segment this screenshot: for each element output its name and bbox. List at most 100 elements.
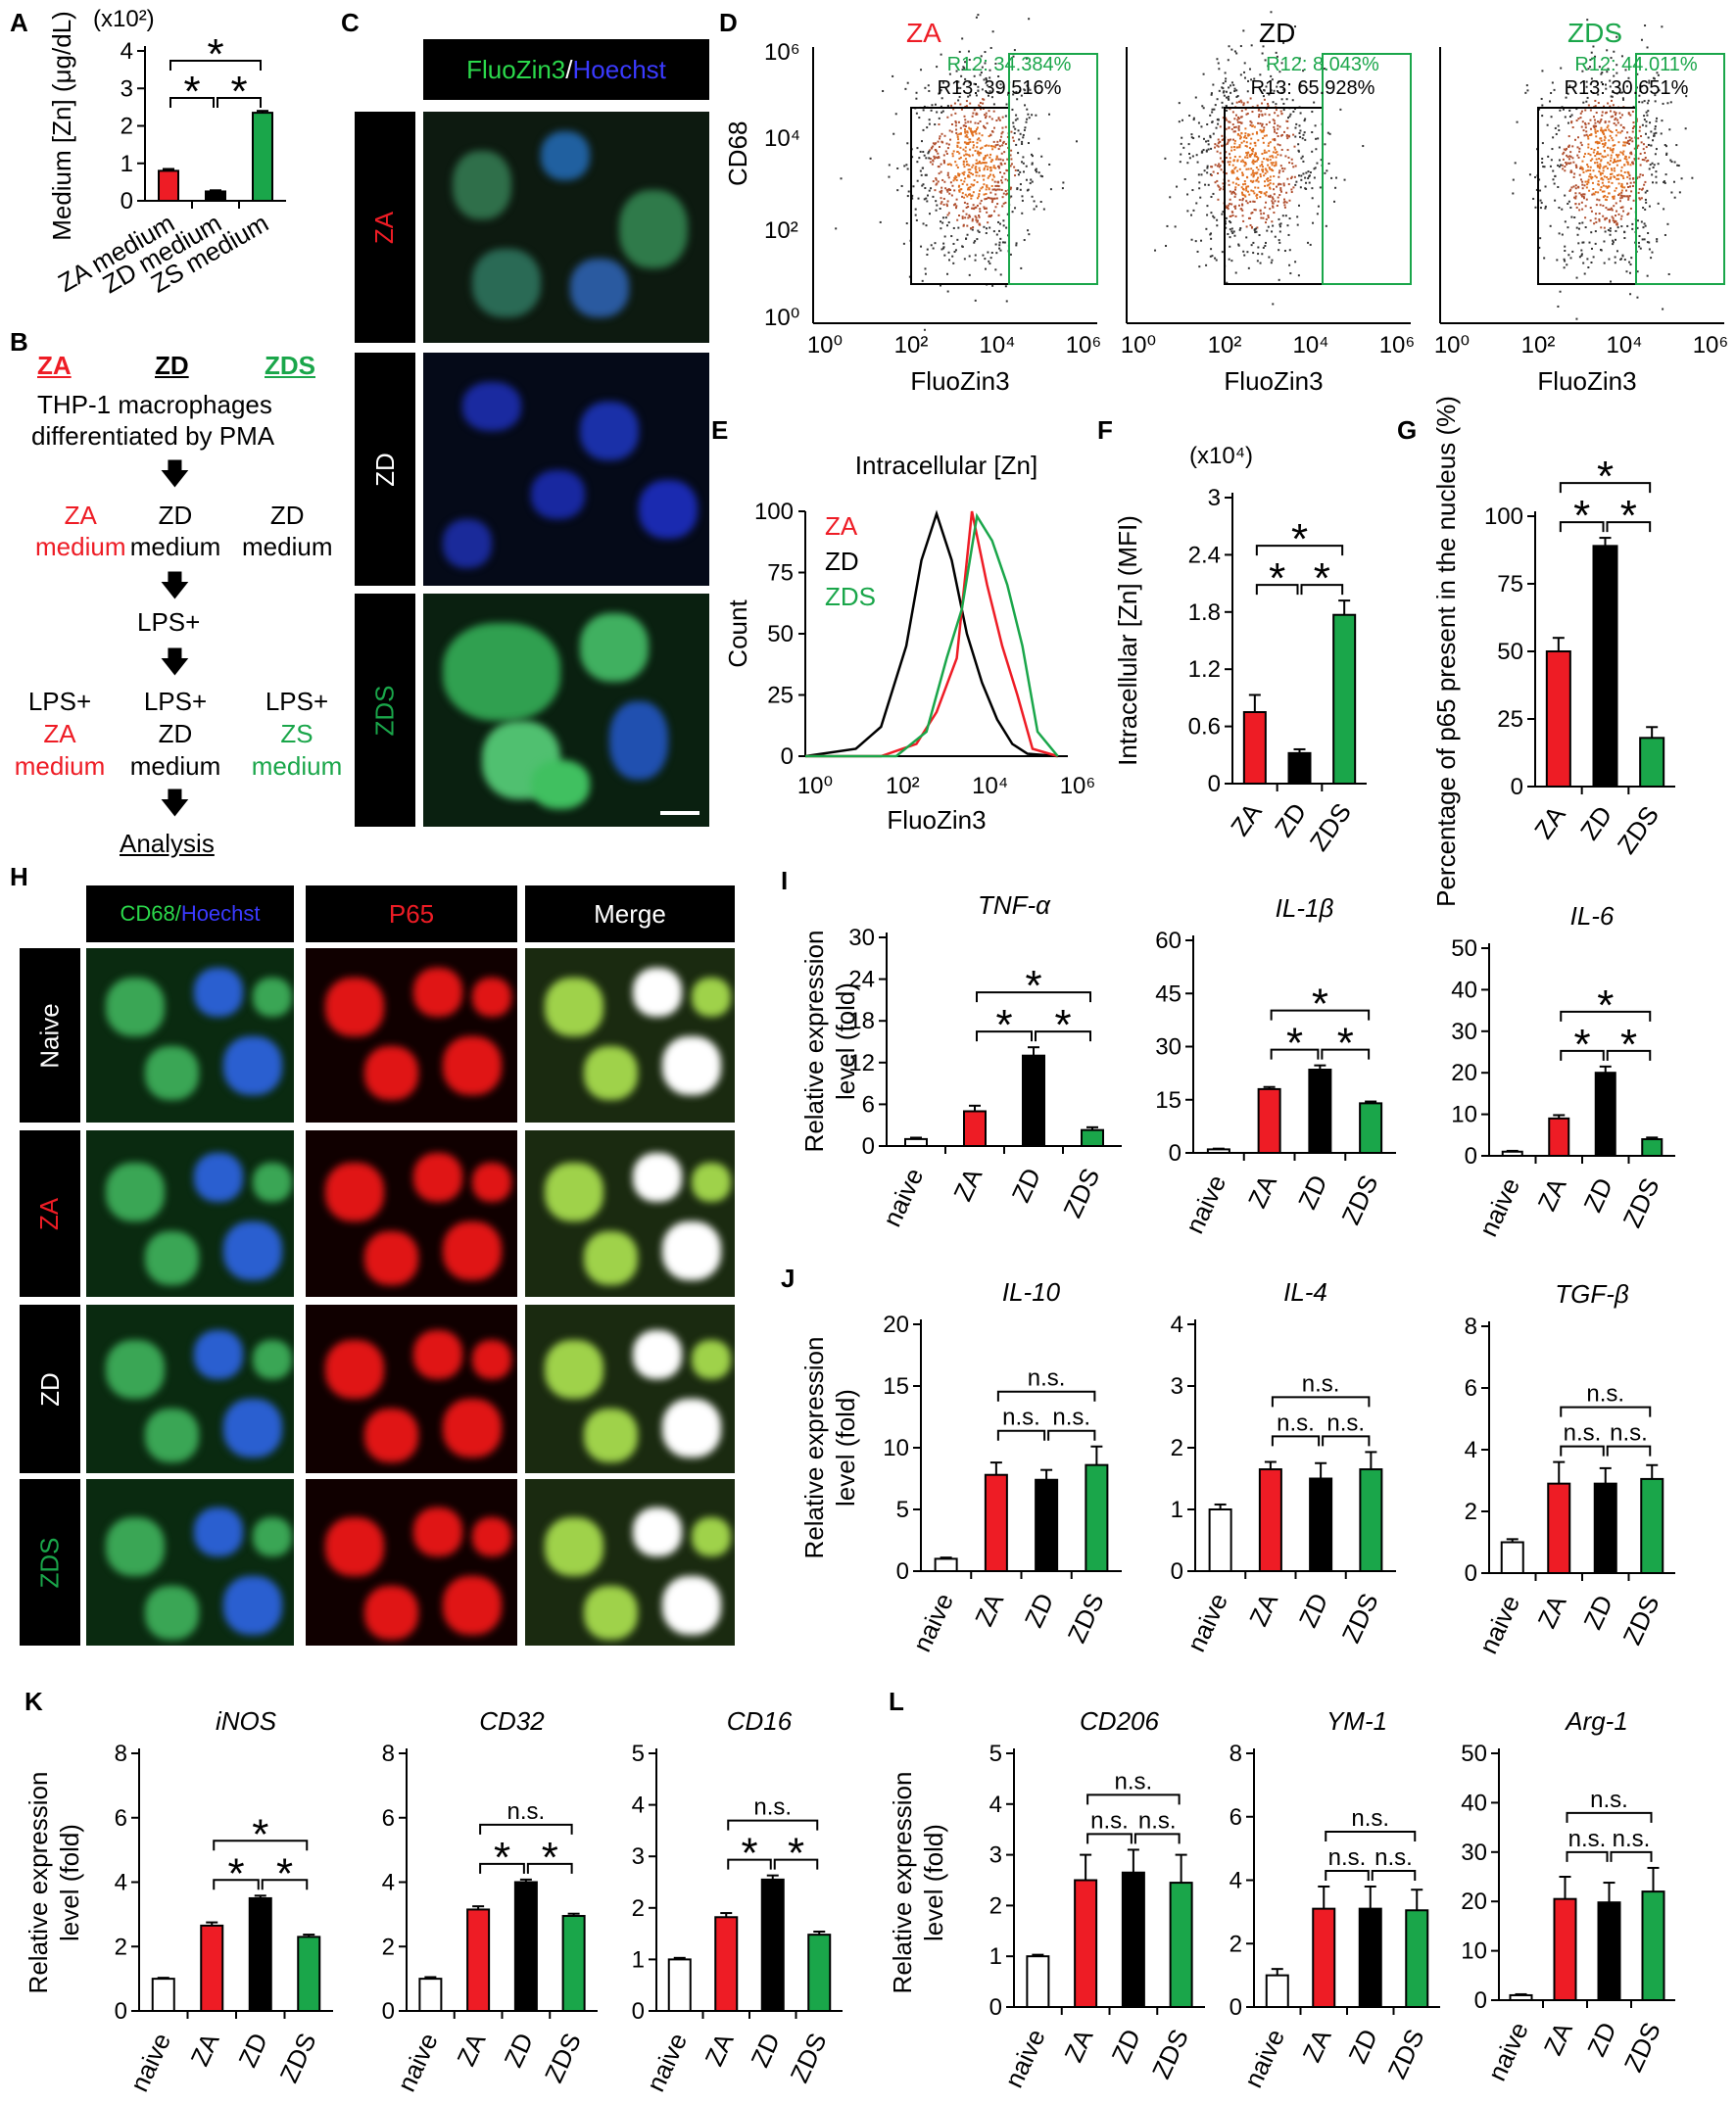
flow-event — [1362, 145, 1365, 148]
flow-event — [1656, 238, 1659, 241]
bar-zd — [1287, 751, 1312, 785]
flow-event — [929, 157, 932, 160]
flow-event — [1267, 225, 1270, 228]
flow-event — [1031, 163, 1034, 166]
flow-event — [1012, 93, 1015, 96]
flow-event — [1648, 79, 1651, 82]
category-label: ZDS — [1062, 1589, 1110, 1648]
flow-event — [1306, 88, 1309, 91]
flow-event — [967, 175, 970, 178]
flow-event — [1019, 89, 1022, 92]
flow-event — [1294, 25, 1297, 28]
flow-event — [996, 180, 999, 183]
flow-event — [1616, 121, 1619, 124]
category-label: ZDS — [1304, 797, 1357, 856]
flow-event — [1544, 207, 1547, 210]
flow-event — [1062, 181, 1065, 184]
flow-event — [1532, 197, 1535, 200]
panel-letter-i: I — [781, 866, 789, 895]
category-label: ZA — [184, 2028, 225, 2070]
flow-event — [1581, 241, 1584, 244]
flow-event — [1216, 98, 1219, 101]
flow-event — [1209, 134, 1212, 137]
flow-ytick-4: 10⁴ — [764, 125, 801, 152]
flow-event — [1192, 137, 1195, 140]
flow-event — [1273, 125, 1276, 128]
flow-event — [1623, 171, 1626, 174]
flow-event — [1643, 119, 1646, 121]
flow-event — [1206, 171, 1209, 174]
flow-event — [1233, 142, 1236, 145]
sig-bracket — [996, 1390, 1096, 1402]
flow-event — [967, 154, 970, 157]
flow-event — [952, 179, 955, 182]
bar-za — [1257, 1087, 1281, 1155]
flow-event — [987, 94, 989, 97]
flow-event — [947, 212, 950, 215]
flow-lps-zs: LPS+ ZS medium — [251, 687, 343, 781]
flow-event — [1031, 162, 1034, 165]
flow-event — [997, 75, 1000, 78]
flow-event — [994, 268, 997, 271]
flow-event — [1219, 188, 1222, 191]
flow-event — [1021, 143, 1024, 146]
flow-event — [1615, 154, 1618, 157]
flow-event — [999, 139, 1002, 142]
flow-event — [1587, 68, 1590, 71]
flow-event — [1657, 202, 1660, 205]
flow-event — [1644, 198, 1647, 201]
flow-event — [1578, 150, 1581, 153]
flow-event — [1613, 159, 1615, 162]
flow-event — [1250, 137, 1253, 140]
flow-event — [996, 203, 999, 206]
flow-event — [1592, 256, 1595, 259]
flow-event — [1237, 183, 1240, 186]
flow-event — [1247, 134, 1250, 137]
flow-event — [1577, 156, 1580, 159]
sig-label: n.s. — [1090, 1807, 1129, 1834]
y-tick-label: 0.6 — [1188, 714, 1221, 741]
flow-event — [1017, 168, 1020, 171]
flow-event — [1621, 153, 1624, 156]
flow-event — [1195, 202, 1198, 205]
flow-event — [941, 141, 944, 144]
flow-event — [1550, 116, 1553, 119]
flow-event — [1218, 163, 1221, 166]
flow-event — [1612, 90, 1615, 93]
y-tick-label: 30 — [1155, 1034, 1181, 1061]
flow-event — [1276, 85, 1278, 88]
flow-event — [1594, 105, 1597, 108]
flow-event — [1222, 91, 1225, 94]
flow-event — [1636, 177, 1639, 180]
flow-event — [1615, 72, 1618, 74]
flow-event — [1576, 146, 1579, 149]
flow-event — [1282, 88, 1285, 91]
flow-event — [1562, 153, 1565, 156]
flow-event — [1275, 109, 1278, 112]
flow-event — [1209, 233, 1212, 236]
flow-event — [977, 85, 980, 88]
flow-event — [1290, 191, 1293, 194]
flow-event — [1014, 127, 1017, 130]
flow-xtick-label: 10⁶ — [1066, 332, 1102, 359]
micrograph-c-zds — [423, 594, 709, 827]
flow-event — [1181, 136, 1183, 139]
flow-event — [957, 172, 960, 175]
flow-event — [1612, 243, 1615, 246]
flow-event — [914, 214, 917, 216]
flow-event — [997, 166, 1000, 168]
flow-event — [1243, 194, 1246, 197]
flow-event — [1247, 190, 1250, 193]
flow-event — [1186, 210, 1189, 213]
y-axis-label: Medium [Zn] (μg/dL) — [47, 11, 76, 241]
flow-event — [997, 214, 1000, 216]
flow-event — [1524, 91, 1527, 94]
flow-event — [1292, 110, 1295, 113]
flow-event — [1254, 152, 1257, 155]
flow-event — [961, 215, 964, 218]
flow-event — [1288, 199, 1291, 202]
bar-za — [1553, 1897, 1577, 2002]
flow-event — [906, 167, 909, 170]
flow-xtick-label: 10⁴ — [979, 332, 1015, 359]
flow-event — [1564, 220, 1567, 223]
